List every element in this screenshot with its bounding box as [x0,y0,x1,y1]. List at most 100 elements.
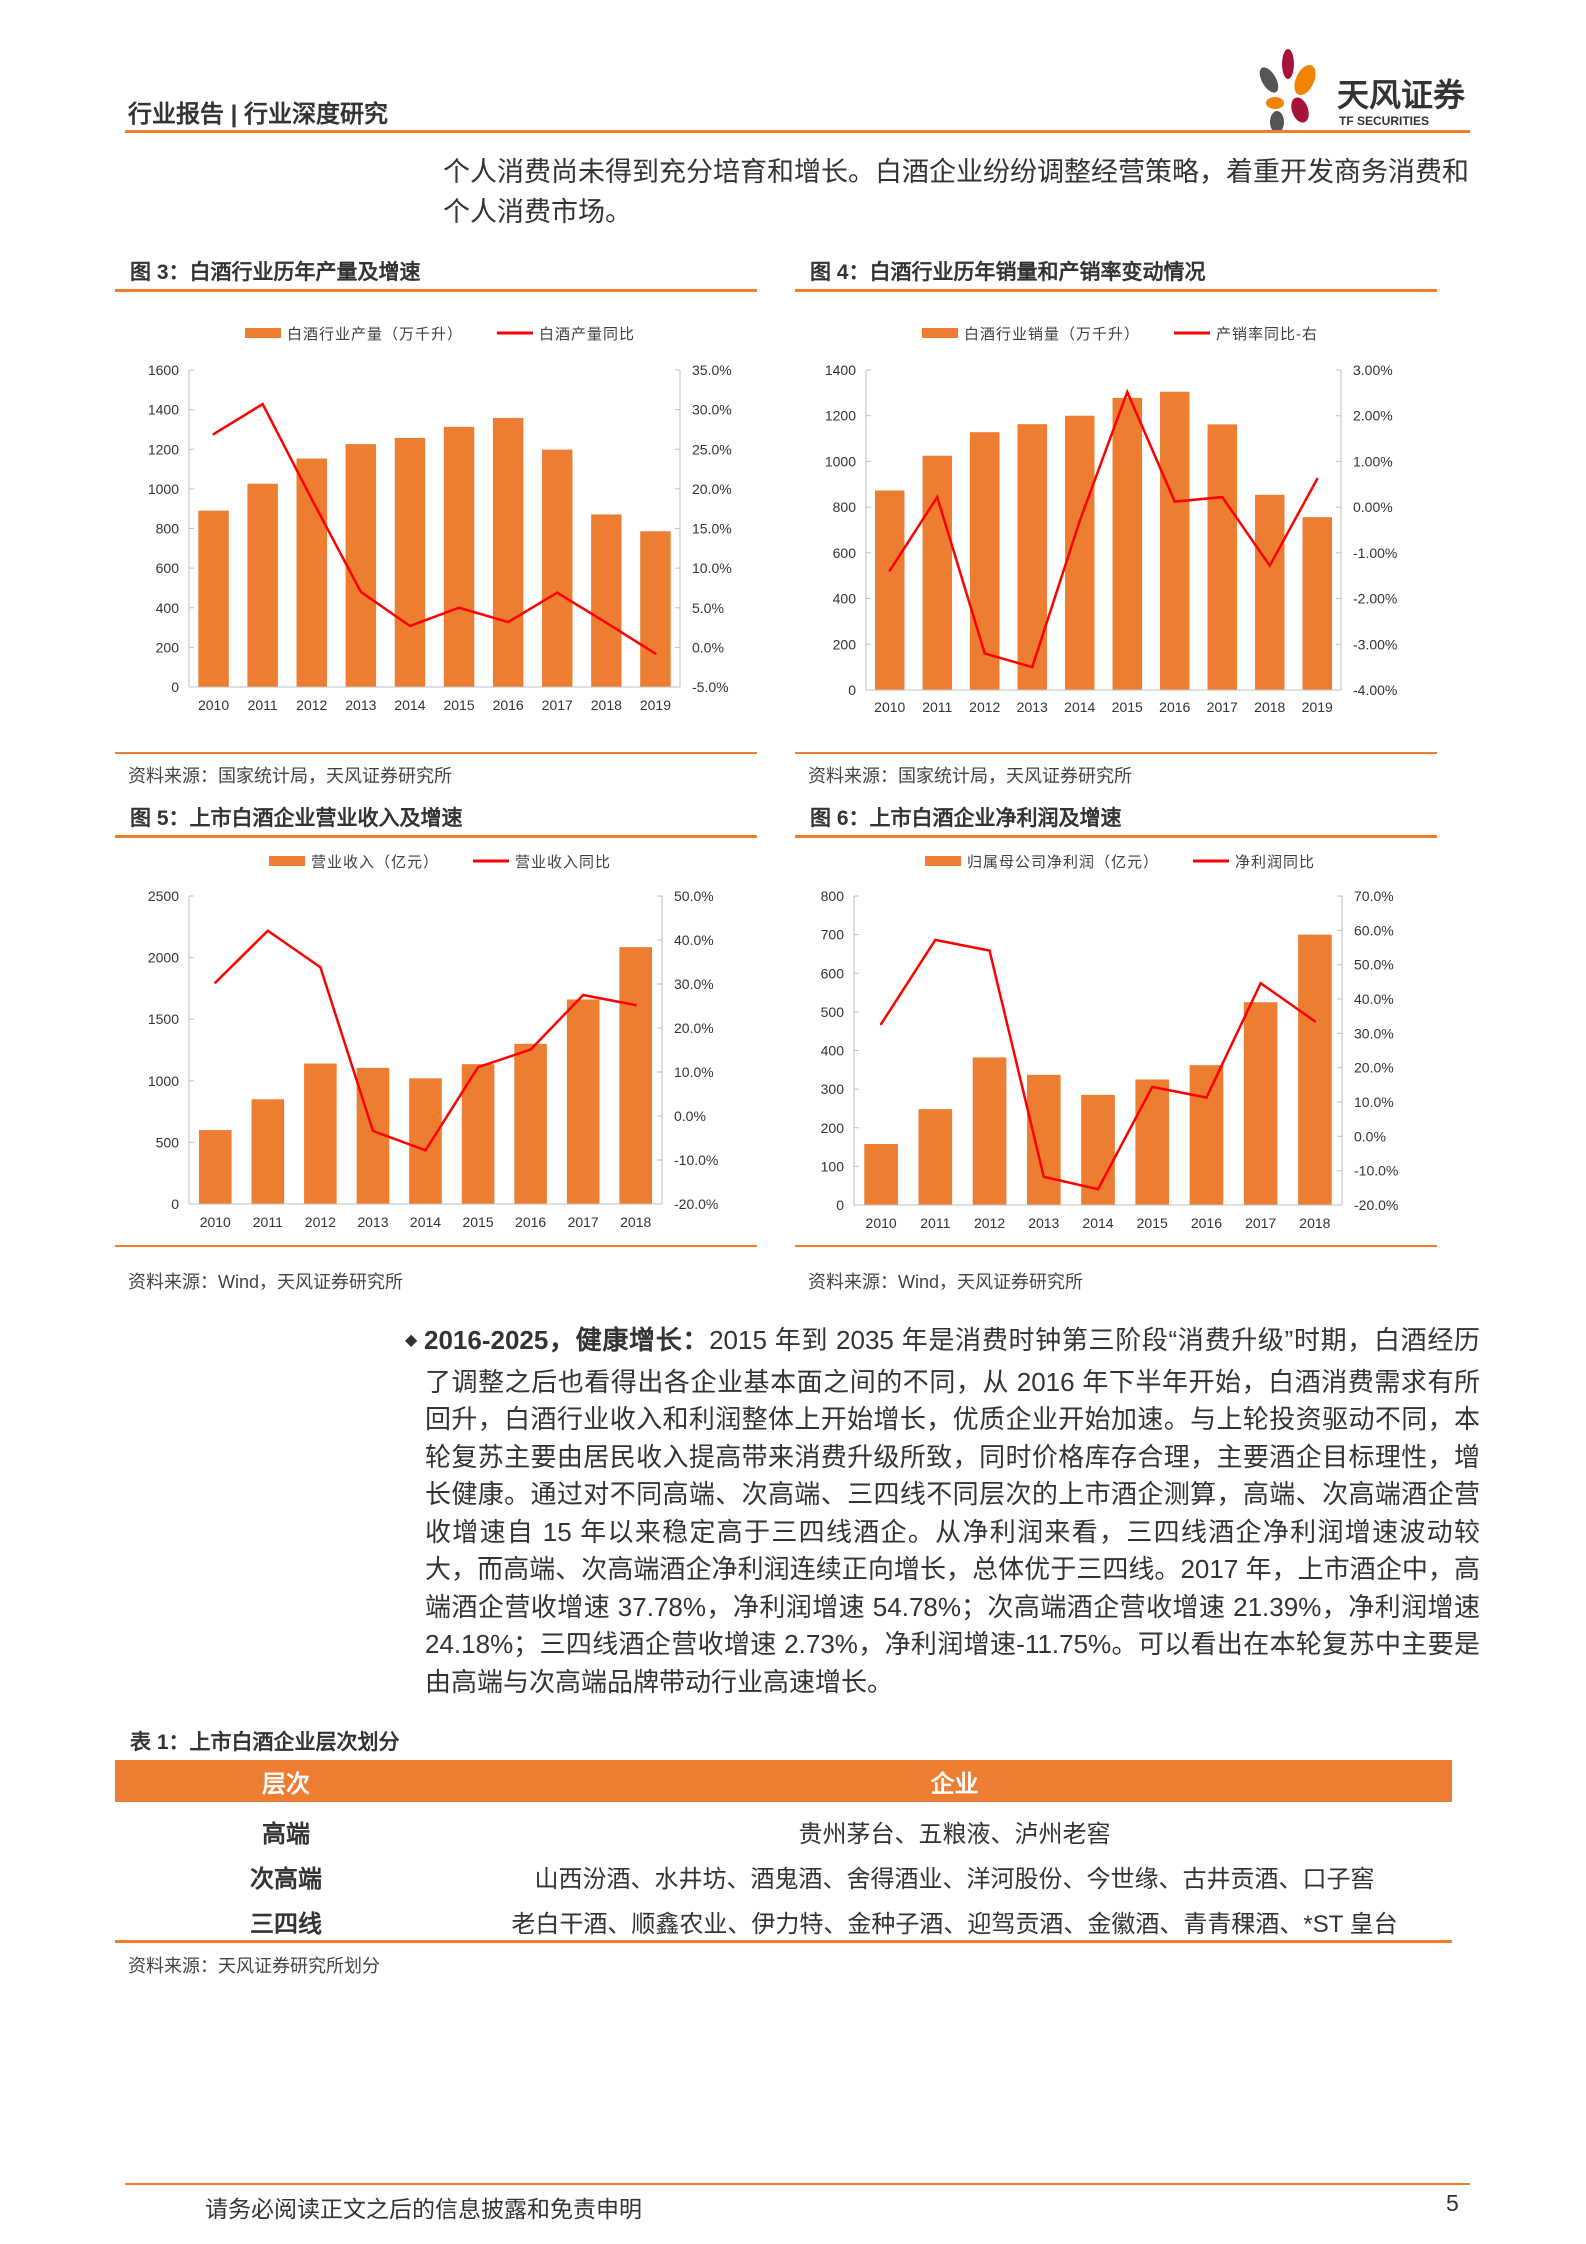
table-bottom-rule [115,1940,1452,1943]
x-tick-label: 2010 [874,699,905,715]
x-tick-label: 2011 [922,699,952,715]
figure-6-rule [795,835,1437,838]
left-tick-label: 400 [156,600,180,616]
right-tick-label: -20.0% [1354,1197,1398,1213]
yoy-point [1313,1020,1317,1023]
tier-table: 层次 企业 高端 贵州茅台、五粮液、泸州老窖 次高端 山西汾酒、水井坊、酒鬼酒、舍得… [115,1760,1452,1944]
yoy-point [888,569,891,572]
left-tick-label: 1000 [148,1073,179,1089]
bar [251,1099,285,1204]
right-tick-label: 10.0% [692,560,732,576]
left-tick-label: 1400 [825,362,856,378]
yoy-point [359,590,363,594]
bar [1189,1065,1224,1205]
left-tick-label: 1600 [148,362,179,378]
bar [864,1143,898,1205]
bar [1160,391,1190,690]
left-tick-label: 400 [821,1043,845,1059]
bar [1135,1079,1170,1205]
table-cell-companies: 老白干酒、顺鑫农业、伊力特、金种子酒、迎驾贡酒、金徽酒、青青稞酒、*ST 皇台 [511,1911,1398,1938]
intro-paragraph: 个人消费尚未得到充分培育和增长。白酒企业纷纷调整经营策略，着重开发商务消费和个人… [443,157,1469,227]
bar [1298,934,1332,1205]
x-tick-label: 2011 [248,697,278,713]
bar [345,444,377,687]
right-tick-label: 10.0% [674,1064,714,1080]
left-tick-label: 1000 [148,481,179,497]
right-tick-label: 30.0% [1354,1025,1394,1041]
right-tick-label: 5.0% [692,600,724,616]
yoy-point [988,949,991,952]
x-tick-label: 2012 [974,1215,1005,1231]
x-tick-label: 2010 [198,697,229,713]
table-cell-tier: 高端 [262,1821,310,1848]
report-category: 行业报告 | 行业深度研究 [128,101,389,128]
bar [394,437,426,687]
figure-4-title: 图 4：白酒行业历年销量和产销率变动情况 [810,261,1206,284]
x-tick-label: 2013 [1028,1215,1059,1231]
bar [542,449,573,687]
table-cell-tier: 次高端 [250,1866,322,1893]
yoy-point [310,497,313,501]
table-header-tier: 层次 [115,1760,457,1802]
bar [1017,424,1047,690]
yoy-point [1042,1175,1045,1179]
bar [591,514,622,687]
table-cell-companies: 山西汾酒、水井坊、酒鬼酒、舍得酒业、洋河股份、今世缘、古井贡酒、口子窖 [534,1866,1375,1893]
x-tick-label: 2015 [462,1214,493,1230]
x-tick-label: 2014 [410,1214,441,1230]
legend-line-label: 白酒产量同比 [539,326,635,343]
x-tick-label: 2017 [1245,1215,1276,1231]
right-tick-label: 2.00% [1353,408,1393,424]
bar [1207,424,1237,690]
yoy-point [266,929,270,932]
bar [514,1043,547,1204]
bar [918,1109,953,1205]
right-tick-label: -10.0% [1354,1163,1398,1179]
logo-text: 天风证券 [1337,77,1466,113]
figure-5-bottom-rule [115,1245,757,1247]
bar [640,531,671,687]
table-row: 次高端 山西汾酒、水井坊、酒鬼酒、舍得酒业、洋河股份、今世缘、古井贡酒、口子窖 [115,1854,1452,1899]
bar [1112,397,1142,690]
right-tick-label: 0.00% [1353,499,1393,515]
right-tick-label: -20.0% [674,1196,718,1212]
legend-bar-label: 白酒行业销量（万千升） [964,326,1140,343]
bar [198,1130,232,1204]
yoy-point [1268,564,1271,567]
bar [461,1064,495,1204]
right-tick-label: 35.0% [692,362,732,378]
figure-3-source: 资料来源：国家统计局，天风证券研究所 [128,766,452,786]
yoy-line [212,402,657,655]
left-tick-label: 200 [156,639,180,655]
yoy-point [934,938,937,942]
yoy-point [424,1149,427,1152]
figure-4-rule [795,289,1437,292]
yoy-point [506,620,510,624]
yoy-point [319,966,322,969]
right-tick-label: 25.0% [692,441,732,457]
bar [198,510,229,687]
right-tick-label: -4.00% [1353,682,1397,698]
yoy-line [888,388,1319,669]
yoy-point [261,402,264,406]
yoy-point [936,495,939,499]
yoy-point [581,993,585,997]
right-tick-label: 10.0% [1354,1094,1394,1110]
footer-divider [125,2183,1470,2185]
x-tick-label: 2019 [1302,699,1333,715]
page-number: 5 [1446,2190,1459,2216]
yoy-point [654,652,657,655]
x-tick-label: 2017 [542,697,573,713]
figure-3-bottom-rule [115,752,757,754]
table-header-row: 层次 企业 [115,1760,1452,1802]
x-tick-label: 2017 [568,1214,599,1230]
left-tick-label: 0 [171,1196,179,1212]
left-tick-label: 2500 [148,888,179,904]
figure-5-source: 资料来源：Wind，天风证券研究所 [128,1272,404,1292]
right-tick-label: -1.00% [1353,545,1397,561]
right-tick-label: -2.00% [1353,591,1397,607]
right-tick-label: 50.0% [674,888,714,904]
table-cell-tier: 三四线 [250,1911,322,1938]
yoy-point [371,1129,375,1133]
figure-5-title: 图 5：上市白酒企业营业收入及增速 [130,807,463,830]
